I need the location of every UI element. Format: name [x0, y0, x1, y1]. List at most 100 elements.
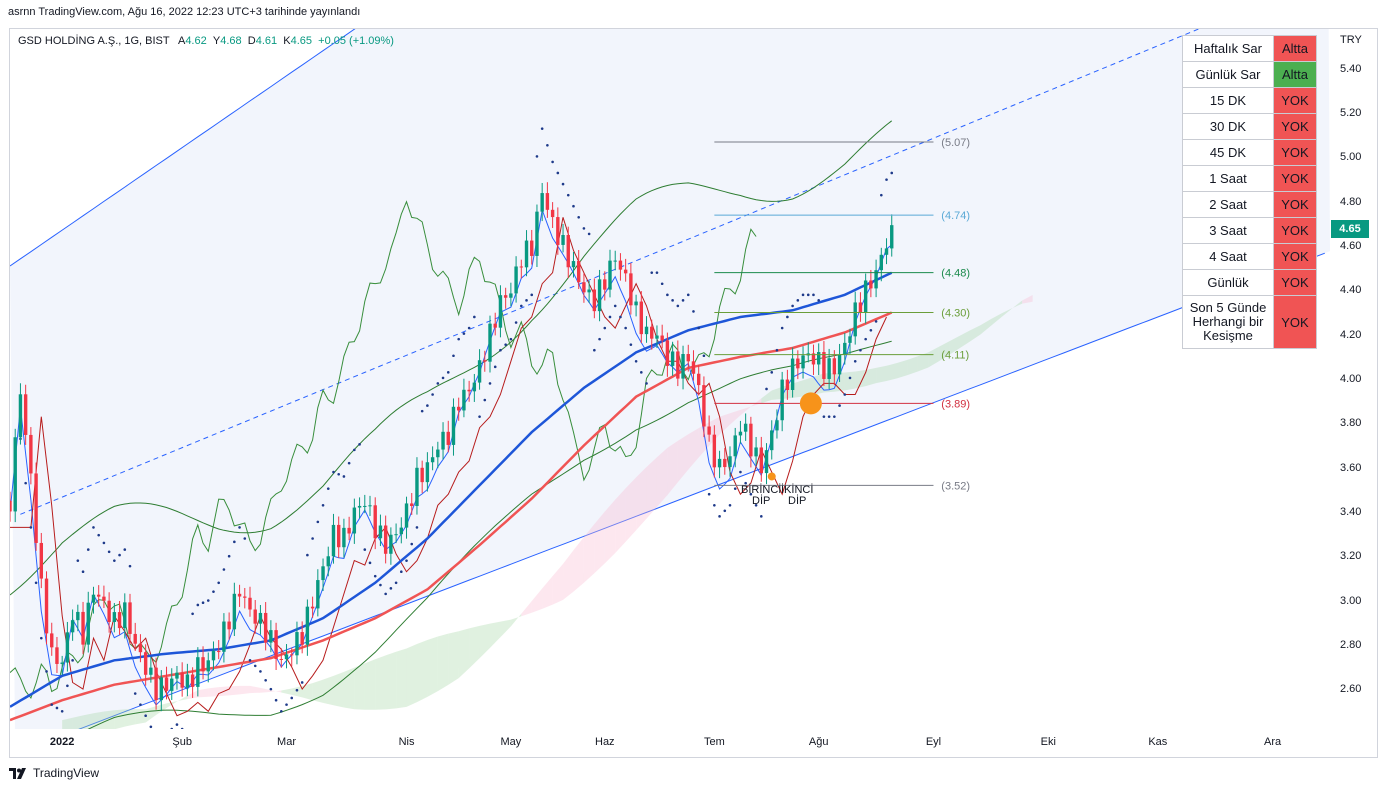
candle-body — [571, 261, 576, 268]
sar-dot — [666, 293, 669, 297]
ichimoku-cloud — [1022, 295, 1033, 304]
candle-body — [853, 302, 857, 337]
sar-dot — [660, 282, 664, 286]
sar-dot — [713, 503, 716, 507]
ichimoku-cloud — [448, 631, 459, 685]
sar-dot — [718, 515, 721, 518]
sar-dot — [619, 315, 622, 319]
signal-table: Haftalık Sar Altta Günlük Sar Altta 15 DK YOK… — [1182, 35, 1317, 349]
legend-close: 4.65 — [290, 35, 313, 47]
publish-info: asrnn TradingView.com, Ağu 16, 2022 12:2… — [8, 6, 361, 18]
signal-label: Günlük — [1182, 269, 1274, 296]
candle-body — [269, 630, 273, 643]
candle-body — [462, 389, 466, 411]
candle-body — [10, 500, 12, 512]
price-axis-tick: 3.40 — [1340, 505, 1362, 518]
ichimoku-cloud — [761, 390, 772, 404]
candle-body — [133, 633, 137, 644]
ichimoku-cloud — [698, 422, 710, 458]
ichimoku-cloud — [980, 319, 991, 335]
candle-body — [248, 597, 252, 610]
sar-dot — [645, 382, 648, 385]
sar-dot — [300, 681, 304, 684]
sar-dot — [833, 415, 836, 418]
sar-dot — [822, 415, 826, 418]
sar-dot — [248, 659, 252, 662]
currency-label: TRY — [1340, 34, 1362, 46]
sar-dot — [478, 415, 481, 418]
signal-label: 45 DK — [1182, 139, 1274, 166]
sar-dot — [337, 472, 340, 476]
ichimoku-cloud — [594, 511, 605, 574]
sar-dot — [462, 332, 466, 335]
fib-level-label: (4.74) — [941, 210, 970, 222]
sar-dot — [671, 299, 674, 302]
candle-body — [159, 677, 164, 701]
sar-dot — [806, 293, 810, 297]
candle-body — [102, 596, 106, 601]
sar-dot — [170, 727, 174, 729]
candle-body — [597, 279, 602, 312]
ichimoku-cloud — [406, 643, 417, 707]
sar-dot — [613, 304, 617, 308]
candle-body — [76, 611, 80, 621]
sar-dot — [389, 587, 393, 590]
signal-label: 2 Saat — [1182, 191, 1274, 218]
sar-dot — [446, 371, 450, 374]
candle-body — [425, 462, 430, 483]
sar-dot — [686, 293, 690, 297]
sar-dot — [457, 337, 460, 341]
sar-dot — [347, 461, 351, 465]
price-axis-tick: 3.80 — [1340, 417, 1362, 430]
sar-dot — [118, 553, 121, 557]
sar-dot — [316, 520, 320, 524]
sar-dot — [368, 561, 372, 565]
candle-body — [655, 335, 659, 339]
ichimoku-cloud — [677, 434, 689, 483]
sar-dot — [520, 304, 523, 308]
ichimoku-cloud — [239, 685, 250, 695]
sar-dot — [838, 404, 841, 407]
candle-body — [629, 273, 633, 306]
time-axis-tick: Haz — [595, 736, 615, 748]
candle-body — [623, 269, 628, 274]
sar-dot — [102, 541, 106, 545]
candle-body — [394, 534, 398, 536]
candle-body — [540, 193, 544, 212]
sar-dot — [206, 599, 210, 602]
candle-body — [357, 505, 362, 508]
candle-body — [154, 667, 158, 701]
ichimoku-cloud — [396, 648, 407, 709]
candle-body — [342, 527, 346, 548]
ichimoku-cloud — [469, 625, 480, 669]
candle-body — [691, 361, 696, 374]
sar-dot — [535, 155, 539, 158]
signal-status: YOK — [1273, 269, 1317, 296]
candle-body — [96, 594, 101, 597]
price-chart[interactable]: (5.07) (4.74) (4.48) (4.30) (4.11) (3.89) (3.5… — [10, 29, 1330, 729]
candle-body — [86, 602, 90, 645]
candle-body — [712, 434, 717, 468]
dip-marker-small — [767, 472, 776, 481]
sar-dot — [452, 354, 455, 358]
candle-body — [848, 336, 852, 343]
signal-status: YOK — [1273, 217, 1317, 244]
price-axis-tick: 4.60 — [1340, 240, 1362, 253]
candle-body — [827, 358, 831, 379]
candle-body — [237, 593, 242, 597]
ichimoku-cloud — [552, 563, 564, 605]
ichimoku-cloud — [479, 623, 490, 659]
sar-dot — [624, 326, 627, 330]
signal-row: 3 Saat YOK — [1182, 217, 1317, 244]
candle-body — [65, 632, 70, 663]
signal-status: YOK — [1273, 113, 1317, 140]
sar-dot — [92, 526, 95, 529]
ichimoku-cloud — [1001, 308, 1012, 318]
signal-row: 1 Saat YOK — [1182, 165, 1317, 192]
signal-label: 15 DK — [1182, 87, 1274, 114]
candle-body — [436, 449, 440, 458]
candle-body — [143, 652, 148, 675]
sar-dot — [233, 540, 236, 544]
sar-dot — [791, 304, 794, 308]
tradingview-logo[interactable]: TradingView — [9, 766, 99, 780]
